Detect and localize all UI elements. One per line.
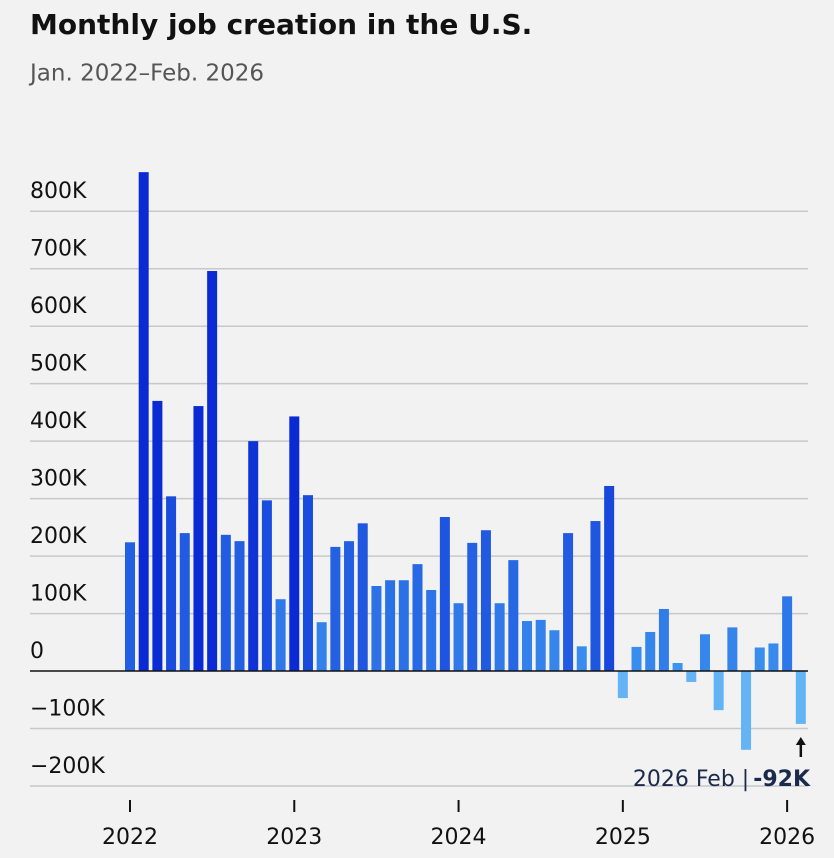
y-tick-label: 800K	[30, 179, 87, 204]
bar	[193, 406, 204, 672]
bar	[549, 630, 560, 672]
bar	[535, 619, 546, 672]
annotation-value: -92K	[753, 767, 811, 792]
bar	[234, 541, 245, 672]
bar	[453, 603, 464, 672]
bar	[699, 634, 710, 672]
bar	[686, 671, 697, 682]
bar	[152, 400, 163, 672]
bar	[617, 671, 628, 699]
bar	[125, 542, 135, 672]
y-tick-label: 600K	[30, 294, 87, 319]
bar	[302, 495, 313, 672]
bar	[590, 521, 601, 672]
y-tick-label: 0	[30, 639, 44, 664]
y-tick-label: 500K	[30, 352, 87, 377]
annotation-arrowhead	[795, 737, 806, 745]
y-tick-label: 100K	[30, 582, 87, 607]
y-tick-label: 400K	[30, 409, 87, 434]
chart-subtitle: Jan. 2022–Feb. 2026	[28, 61, 264, 87]
bar	[426, 590, 437, 672]
bar	[179, 533, 190, 672]
y-tick-label: 700K	[30, 237, 87, 262]
bar	[795, 671, 806, 724]
bar	[494, 603, 505, 672]
bar	[672, 663, 683, 672]
bar	[467, 542, 478, 672]
bar	[261, 500, 272, 672]
y-tick-label: 300K	[30, 467, 87, 492]
bar	[782, 596, 793, 672]
bar	[727, 627, 738, 672]
bar	[330, 546, 341, 672]
bar	[138, 172, 149, 672]
chart-title: Monthly job creation in the U.S.	[30, 8, 532, 41]
x-tick-label: 2022	[102, 825, 158, 850]
bar	[398, 580, 409, 672]
bar	[658, 608, 669, 672]
x-tick-label: 2026	[759, 825, 815, 850]
bar	[207, 271, 218, 672]
bar	[289, 416, 300, 672]
bar	[645, 631, 656, 672]
y-tick-label: −200K	[30, 754, 105, 779]
bar	[754, 647, 765, 672]
bar	[344, 541, 355, 672]
annotation: 2026 Feb | -92K	[633, 767, 811, 792]
bar	[604, 485, 615, 672]
bar	[412, 564, 423, 672]
bar	[220, 534, 231, 672]
bar	[166, 496, 177, 672]
bar	[357, 523, 368, 672]
bar	[563, 533, 574, 672]
bar	[741, 671, 752, 750]
bar	[248, 441, 259, 672]
bar	[713, 671, 724, 711]
bar	[508, 560, 519, 672]
annotation-text: 2026 Feb |	[633, 767, 749, 792]
y-tick-label: −100K	[30, 697, 105, 722]
bar	[316, 622, 327, 672]
y-tick-label: 200K	[30, 524, 87, 549]
x-tick-label: 2025	[595, 825, 651, 850]
bar	[439, 517, 450, 672]
x-tick-label: 2023	[266, 825, 322, 850]
bar	[275, 599, 286, 672]
bar	[385, 580, 396, 672]
bar	[768, 643, 779, 672]
bar	[522, 621, 533, 672]
bar	[576, 646, 587, 672]
bar	[631, 646, 642, 672]
bar	[480, 530, 491, 672]
x-tick-label: 2024	[431, 825, 487, 850]
bar	[371, 585, 382, 672]
